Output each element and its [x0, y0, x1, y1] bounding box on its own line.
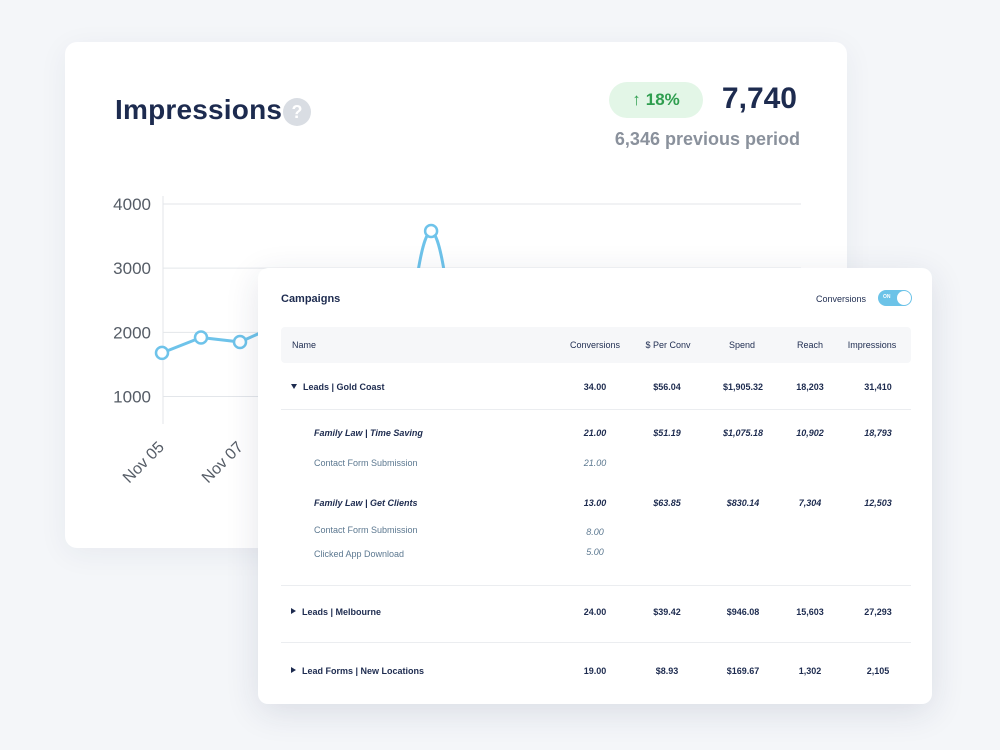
column-reach[interactable]: Reach	[796, 340, 824, 350]
data-point	[232, 334, 248, 350]
campaign-name[interactable]: Leads | Melbourne	[291, 607, 381, 617]
data-point	[423, 223, 439, 239]
spend-cell: $946.08	[726, 607, 760, 617]
per-conv-cell: $63.85	[653, 498, 681, 508]
campaign-name[interactable]: Lead Forms | New Locations	[291, 666, 424, 676]
toggle-state-text: ON	[883, 294, 891, 300]
row-divider	[281, 642, 911, 643]
table-header: Name Conversions $ Per Conv Spend Reach …	[281, 327, 911, 363]
conversions-toggle-label: Conversions	[815, 294, 866, 304]
x-tick-label: Nov 07	[199, 439, 247, 487]
y-tick-label: 4000	[113, 195, 151, 214]
campaign-name[interactable]: Leads | Gold Coast	[291, 382, 385, 392]
ad-group-name[interactable]: Family Law | Get Clients	[314, 498, 418, 508]
y-tick-label: 1000	[113, 388, 151, 407]
y-tick-label: 2000	[113, 323, 151, 342]
row-divider	[281, 409, 911, 410]
conversions-cell: 5.00	[586, 547, 604, 557]
conversions-toggle[interactable]: ON	[878, 290, 912, 306]
reach-cell: 15,603	[796, 607, 824, 617]
previous-period: 6,346 previous period	[614, 129, 800, 149]
impressions-cell: 27,293	[864, 607, 892, 617]
spend-cell: $830.14	[726, 498, 760, 508]
per-conv-cell: $8.93	[655, 666, 679, 676]
impressions-cell: 18,793	[864, 428, 892, 438]
campaigns-title: Campaigns	[281, 293, 341, 305]
toggle-knob[interactable]	[897, 291, 911, 305]
conversions-cell: 34.00	[583, 382, 607, 392]
reach-cell: 7,304	[798, 498, 822, 508]
column-conversions[interactable]: Conversions	[569, 340, 621, 350]
spend-cell: $1,075.18	[722, 428, 764, 438]
campaign-name-text: Leads | Melbourne	[302, 607, 382, 617]
campaign-name-text: Lead Forms | New Locations	[302, 666, 425, 676]
y-tick-label: 3000	[113, 259, 151, 278]
campaign-name-text: Leads | Gold Coast	[303, 382, 385, 392]
reach-cell: 1,302	[798, 666, 822, 676]
column-spend[interactable]: Spend	[728, 340, 756, 350]
data-point	[193, 330, 209, 345]
campaigns-card: Campaigns Conversions ON Name Conversion…	[258, 268, 932, 704]
per-conv-cell: $56.04	[653, 382, 681, 392]
conversions-cell: 8.00	[586, 527, 604, 537]
arrow-up-icon: ↑	[632, 90, 641, 109]
conversions-cell: 13.00	[583, 498, 607, 508]
column-impressions[interactable]: Impressions	[847, 340, 897, 350]
conversion-action-name: Contact Form Submission	[314, 458, 418, 468]
impressions-cell: 31,410	[864, 382, 892, 392]
conversions-cell: 21.00	[583, 428, 607, 438]
conversions-cell: 24.00	[583, 607, 607, 617]
column-name[interactable]: Name	[292, 340, 317, 350]
per-conv-cell: $39.42	[653, 607, 681, 617]
reach-cell: 10,902	[796, 428, 824, 438]
row-divider	[281, 585, 911, 586]
ad-group-name[interactable]: Family Law | Time Saving	[314, 428, 423, 438]
caret-right-icon[interactable]	[291, 667, 296, 673]
per-conv-cell: $51.19	[653, 428, 681, 438]
data-point	[154, 345, 170, 361]
change-badge: ↑ 18%	[609, 82, 703, 118]
x-tick-label: Nov 05	[120, 439, 168, 487]
impressions-cell: 2,105	[866, 666, 890, 676]
conversions-cell: 21.00	[583, 458, 607, 468]
change-percent: 18%	[645, 90, 680, 109]
spend-cell: $1,905.32	[722, 382, 764, 392]
series-line	[161, 330, 263, 355]
conversions-cell: 19.00	[583, 666, 607, 676]
impressions-value: 7,740	[721, 82, 797, 115]
column-per-conv[interactable]: $ Per Conv	[645, 340, 691, 350]
impressions-title: Impressions	[115, 94, 283, 125]
caret-right-icon[interactable]	[291, 608, 296, 614]
caret-down-icon[interactable]	[291, 384, 297, 389]
spend-cell: $169.67	[726, 666, 760, 676]
impressions-cell: 12,503	[864, 498, 892, 508]
conversion-action-name: Clicked App Download	[314, 549, 405, 559]
reach-cell: 18,203	[796, 382, 824, 392]
help-icon[interactable]: ?	[283, 98, 311, 126]
conversion-action-name: Contact Form Submission	[314, 525, 418, 535]
